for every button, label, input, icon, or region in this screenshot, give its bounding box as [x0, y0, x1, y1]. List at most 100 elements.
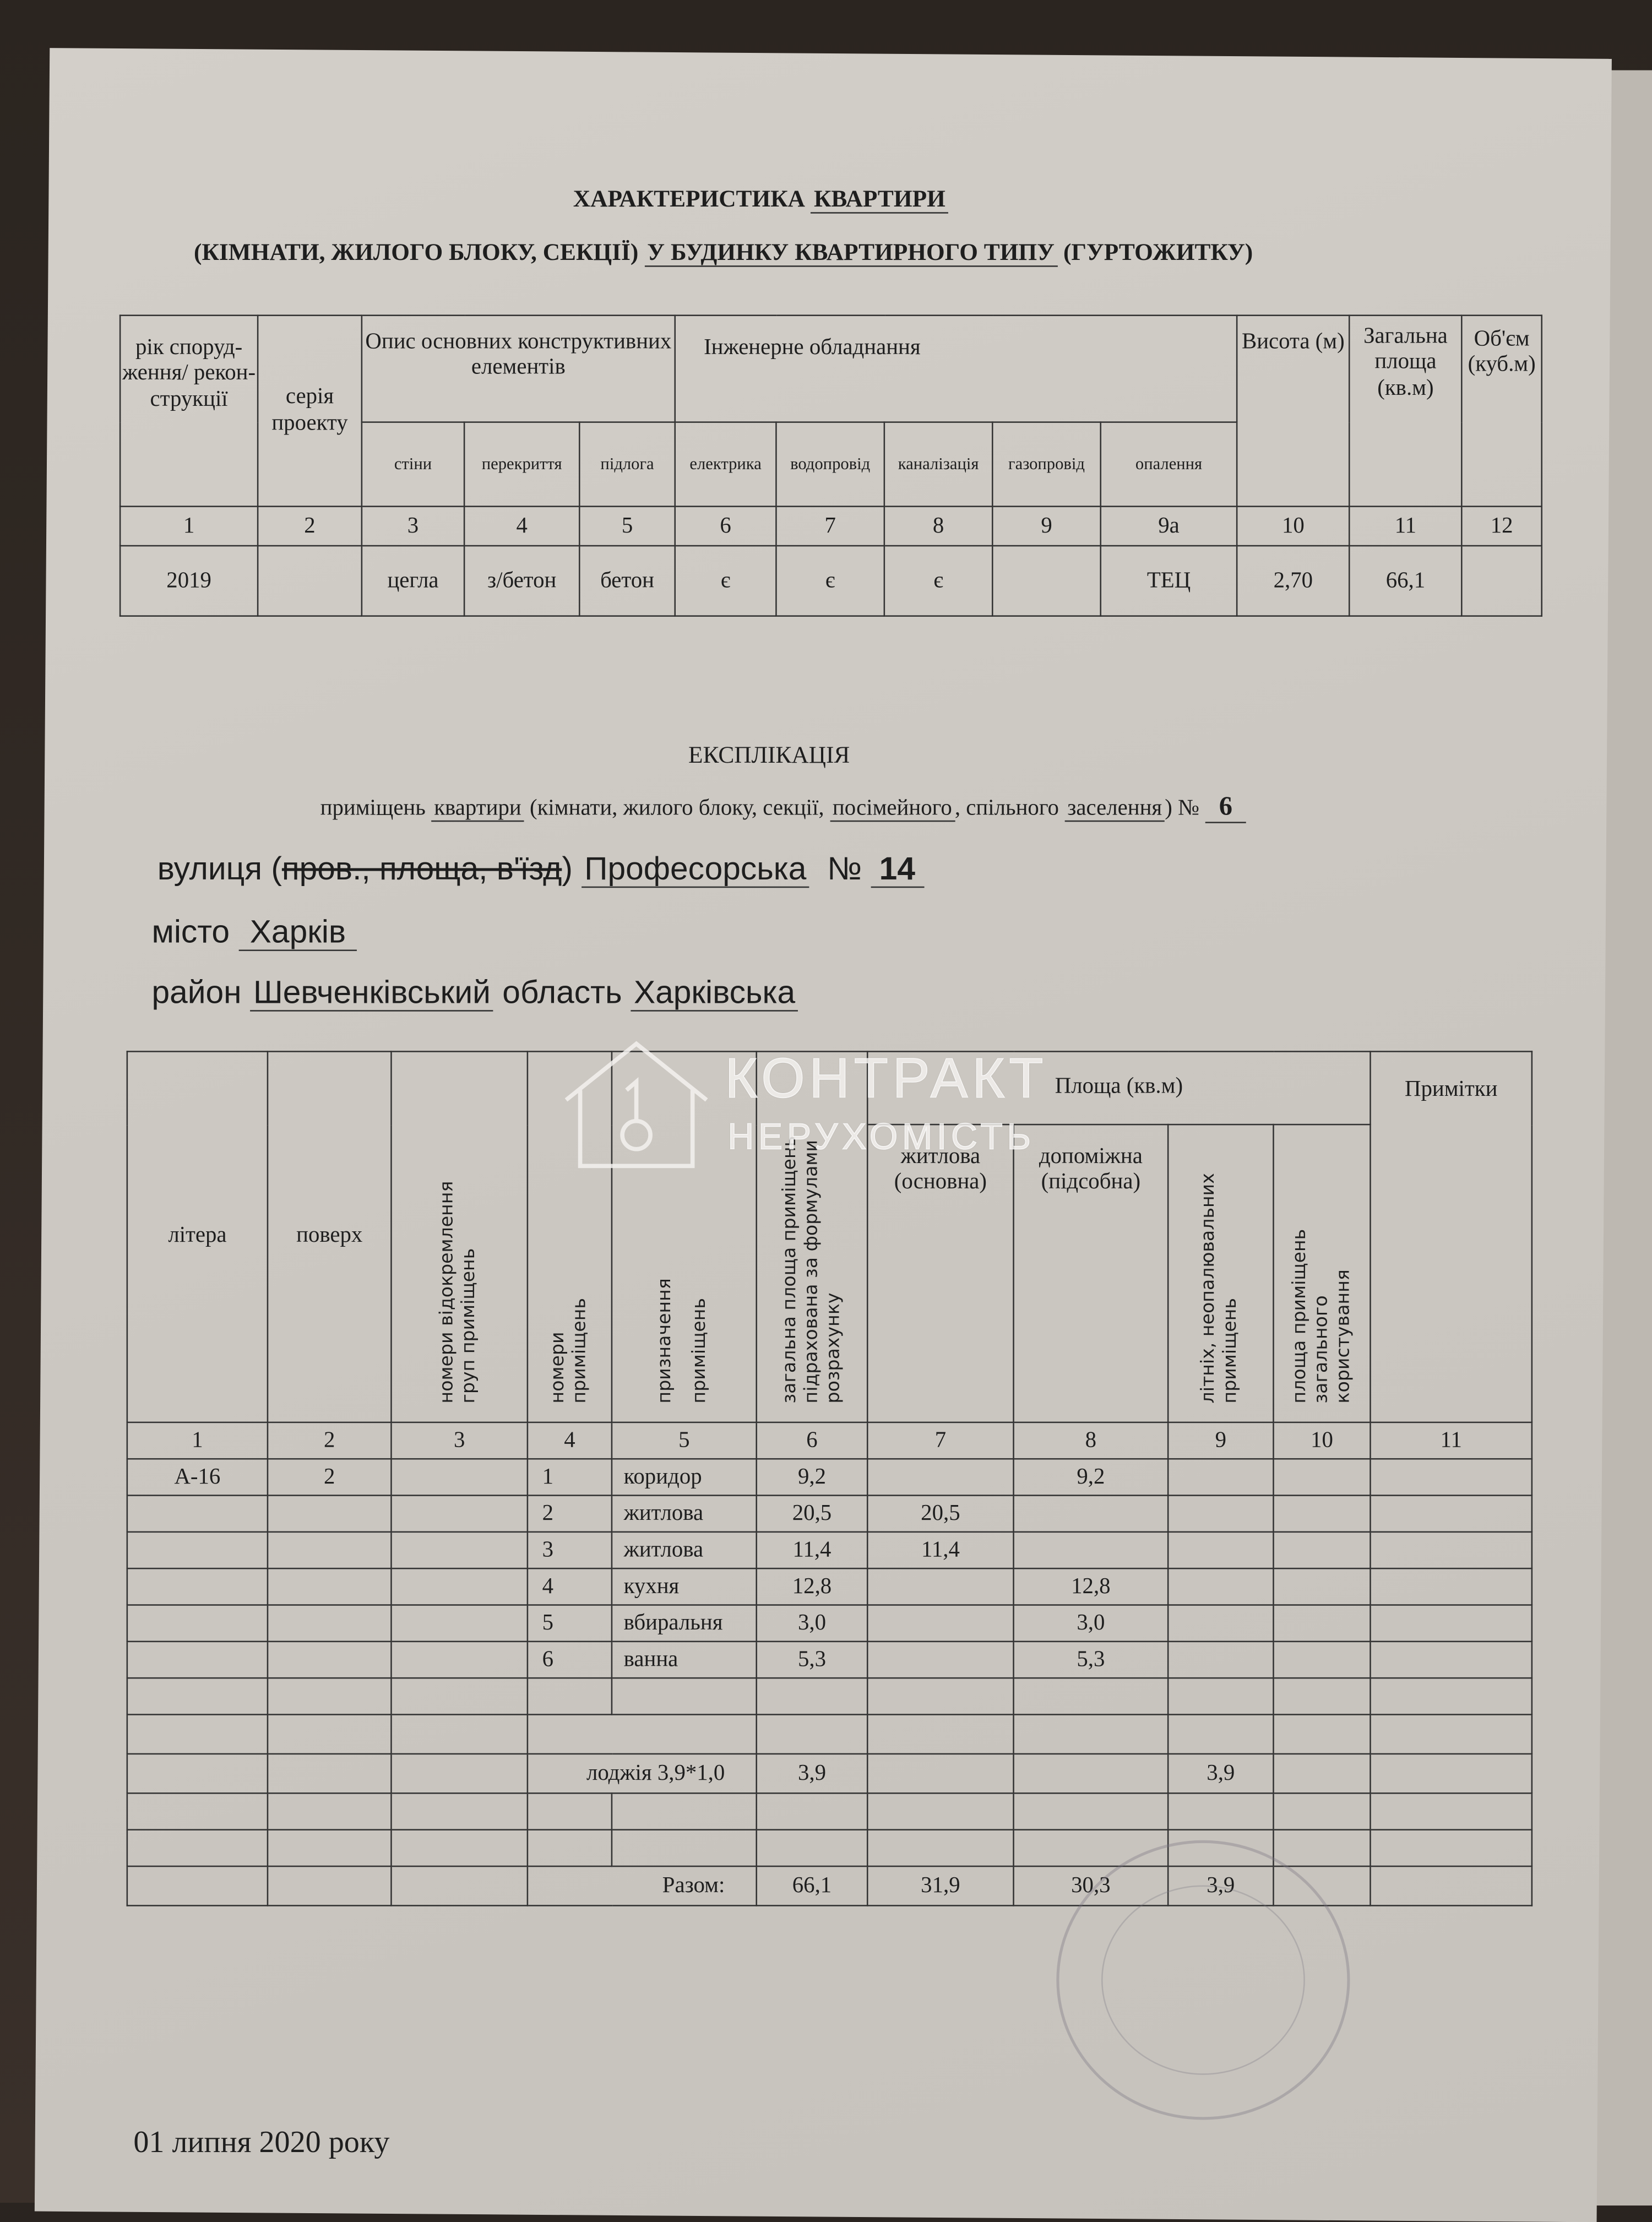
table-cell	[390, 1753, 529, 1794]
table-cell	[1273, 1567, 1371, 1606]
table-row: 6 ванна 5,3 5,3	[126, 1640, 1533, 1679]
table-cell	[866, 1604, 1014, 1643]
column-number: 3	[390, 1421, 529, 1460]
value-cell: є	[883, 545, 993, 617]
table-cell	[390, 1714, 529, 1755]
header-living: житлова (основна)	[866, 1123, 1014, 1424]
subtitle-underlined: У БУДИНКУ КВАРТИРНОГО ТИПУ	[644, 238, 1058, 267]
table-cell	[1013, 1677, 1169, 1715]
subtitle-part: посімейного	[829, 796, 955, 822]
merged-empty-row	[126, 1714, 1533, 1755]
table-cell	[1370, 1865, 1533, 1906]
table-cell	[390, 1829, 529, 1867]
header-letter: літера	[126, 1051, 269, 1424]
table-cell	[866, 1640, 1014, 1679]
table-cell	[126, 1829, 269, 1867]
table-cell: 20,5	[756, 1495, 868, 1533]
district-value: Шевченківський	[250, 973, 493, 1012]
table-cell	[126, 1495, 269, 1533]
table-cell	[1273, 1829, 1371, 1867]
value-cell: 66,1	[1349, 545, 1463, 617]
column-numbers-row: 1 2 3 4 5 6 7 8 9 9а 10 11 12	[119, 506, 1543, 547]
table-cell: коридор	[611, 1458, 757, 1496]
column-number: 10	[1236, 506, 1350, 547]
table-cell	[1370, 1531, 1533, 1569]
table-row: 2 житлова 20,5 20,5	[126, 1495, 1533, 1533]
table-cell	[126, 1640, 269, 1679]
table-cell	[1167, 1640, 1274, 1679]
header-summer: літніх, неопалювальних приміщень	[1167, 1123, 1274, 1424]
header-series: серія проекту	[257, 314, 363, 507]
table-cell	[526, 1677, 613, 1715]
table-cell	[866, 1567, 1014, 1606]
table-cell	[1167, 1792, 1274, 1830]
table-cell: 3,9	[756, 1753, 868, 1794]
header-summer-text: літніх, неопалювальних приміщень	[1199, 1173, 1242, 1404]
table-cell	[1013, 1531, 1169, 1569]
subtitle-part: квартири	[431, 796, 524, 822]
column-number: 11	[1349, 506, 1463, 547]
column-number: 5	[579, 506, 676, 547]
district-line: район Шевченківський область Харківська	[152, 973, 798, 1012]
table-cell: вбиральня	[611, 1604, 757, 1643]
table-cell	[526, 1792, 613, 1830]
table-cell	[866, 1714, 1014, 1755]
header-room-numbers-text: номери приміщень	[547, 1298, 591, 1404]
table-cell	[1167, 1714, 1274, 1755]
column-number: 6	[756, 1421, 868, 1460]
rooms-table: літера поверх номери відокремлення груп …	[126, 1051, 1533, 1906]
table-cell	[866, 1753, 1014, 1794]
table-cell: 9,2	[1013, 1458, 1169, 1496]
table-cell	[1167, 1604, 1274, 1643]
table-cell	[126, 1531, 269, 1569]
table-cell	[126, 1865, 269, 1906]
table-cell: 3	[526, 1531, 613, 1569]
street-struck: пров., площа, в'їзд	[281, 850, 562, 887]
table-cell: 5,3	[1013, 1640, 1169, 1679]
table-cell	[1013, 1714, 1169, 1755]
table-cell	[756, 1792, 868, 1830]
table-cell	[267, 1829, 392, 1867]
table-cell: житлова	[611, 1531, 757, 1569]
header-volume: Об'єм (куб.м)	[1461, 314, 1543, 507]
subtitle-part: , спільного	[954, 796, 1065, 821]
table-cell	[390, 1604, 529, 1643]
table-row: 4 кухня 12,8 12,8	[126, 1567, 1533, 1606]
table-cell	[866, 1677, 1014, 1715]
subtitle-part: заселення	[1064, 796, 1165, 822]
column-number: 3	[361, 506, 465, 547]
subtitle-part: (кімнати, жилого блоку, секції,	[524, 796, 830, 821]
header-height: Висота (м)	[1236, 314, 1350, 507]
values-row: 2019 цегла з/бетон бетон є є є ТЕЦ 2,70 66,1	[119, 545, 1543, 617]
header-walls: стіни	[361, 421, 465, 507]
watermark-line-1: КОНТРАКТ	[725, 1047, 1048, 1110]
subtitle-part: ) №	[1165, 796, 1200, 821]
document-date: 01 липня 2020 року	[133, 2124, 390, 2159]
column-number: 1	[119, 506, 259, 547]
table-cell	[611, 1792, 757, 1830]
table-cell: 1	[526, 1458, 613, 1496]
table-cell	[1273, 1458, 1371, 1496]
table-cell: 2	[267, 1458, 392, 1496]
empty-row	[126, 1829, 1533, 1867]
table-cell	[611, 1829, 757, 1867]
table-cell	[756, 1714, 868, 1755]
table-row: 5 вбиральня 3,0 3,0	[126, 1604, 1533, 1643]
table-cell	[1273, 1677, 1371, 1715]
table-cell	[390, 1640, 529, 1679]
table-cell	[267, 1753, 392, 1794]
street-label: вулиця (	[157, 850, 282, 887]
table-cell	[126, 1714, 269, 1755]
watermark-logo: КОНТРАКТ НЕРУХОМІСТЬ	[559, 1037, 1093, 1170]
table-cell	[1370, 1714, 1533, 1755]
characteristics-table: рік споруд-ження/ рекон-струкції серія п…	[119, 314, 1543, 617]
table-cell	[611, 1677, 757, 1715]
apartment-number: 6	[1205, 792, 1247, 823]
value-cell: цегла	[361, 545, 465, 617]
table-row	[126, 1677, 1533, 1715]
table-row: 3 житлова 11,4 11,4	[126, 1531, 1533, 1569]
table-cell: 3,9	[1167, 1753, 1274, 1794]
column-number: 2	[267, 1421, 392, 1460]
table-cell	[390, 1677, 529, 1715]
table-cell	[1013, 1753, 1169, 1794]
